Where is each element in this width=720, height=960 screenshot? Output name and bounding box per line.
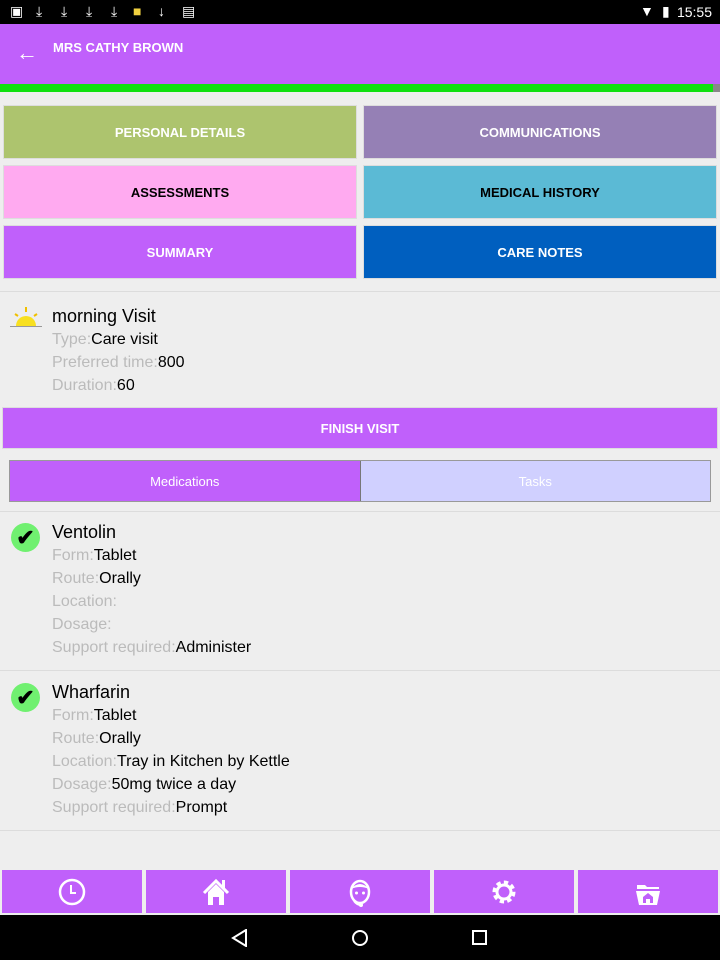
clipboard-icon: ▤ bbox=[182, 3, 196, 19]
progress-bar bbox=[0, 84, 720, 92]
download-icon: ⤓ bbox=[61, 3, 68, 19]
gear-nav-button[interactable] bbox=[434, 870, 574, 913]
medication-name: Ventolin bbox=[52, 522, 117, 542]
form-label: Form: bbox=[52, 707, 94, 724]
medication-item: Ventolin Form:Tablet Route:Orally Location:… bbox=[52, 520, 251, 659]
recents-nav-icon[interactable] bbox=[472, 930, 488, 946]
support-value: Prompt bbox=[175, 799, 228, 816]
system-nav-bar bbox=[0, 915, 720, 960]
app-bar: ← MRS CATHY BROWN bbox=[0, 24, 720, 84]
form-value: Tablet bbox=[93, 707, 137, 724]
support-label: Support required: bbox=[52, 799, 176, 816]
tab-medications[interactable]: Medications bbox=[10, 461, 361, 501]
route-value: Orally bbox=[99, 570, 141, 587]
location-value: Tray in Kitchen by Kettle bbox=[116, 753, 290, 770]
visit-details: morning Visit Type:Care visit Preferred … bbox=[52, 304, 185, 397]
assessments-button[interactable]: ASSESSMENTS bbox=[3, 165, 357, 219]
time-label: Preferred time: bbox=[52, 354, 158, 371]
back-arrow-icon[interactable]: ← bbox=[16, 40, 38, 65]
image-icon: ▣ bbox=[10, 3, 24, 19]
finish-visit-button[interactable]: FINISH VISIT bbox=[2, 407, 718, 449]
sunrise-icon bbox=[10, 306, 42, 333]
form-value: Tablet bbox=[93, 547, 137, 564]
support-agent-nav-button[interactable] bbox=[290, 870, 430, 913]
support-agent-icon bbox=[349, 879, 371, 907]
duration-label: Duration: bbox=[52, 377, 117, 394]
clock-time: 15:55 bbox=[676, 4, 712, 20]
gear-icon bbox=[492, 880, 516, 903]
medication-item: Wharfarin Form:Tablet Route:Orally Location… bbox=[52, 680, 290, 819]
page-title: MRS CATHY BROWN bbox=[53, 40, 184, 55]
home-icon bbox=[202, 878, 230, 905]
folder-icon: ■ bbox=[133, 3, 142, 19]
divider bbox=[0, 511, 720, 512]
visit-title: morning Visit bbox=[52, 306, 156, 326]
battery-icon: ▮ bbox=[662, 3, 670, 19]
dosage-label: Dosage: bbox=[52, 616, 112, 633]
care-notes-button[interactable]: CARE NOTES bbox=[363, 225, 717, 279]
route-label: Route: bbox=[52, 730, 100, 747]
progress-fill bbox=[0, 84, 713, 92]
back-nav-icon[interactable] bbox=[231, 929, 249, 947]
personal-details-button[interactable]: PERSONAL DETAILS bbox=[3, 105, 357, 159]
download-icon: ↓ bbox=[158, 3, 165, 19]
wifi-icon: ▼ bbox=[640, 3, 654, 19]
home-nav-button[interactable] bbox=[146, 870, 286, 913]
divider bbox=[0, 670, 720, 671]
download-icon: ⤓ bbox=[86, 3, 93, 19]
clock-nav-button[interactable] bbox=[2, 870, 142, 913]
form-label: Form: bbox=[52, 547, 94, 564]
summary-button[interactable]: SUMMARY bbox=[3, 225, 357, 279]
location-label: Location: bbox=[52, 753, 117, 770]
time-value: 800 bbox=[157, 354, 185, 371]
duration-value: 60 bbox=[116, 377, 135, 394]
type-value: Care visit bbox=[91, 331, 158, 348]
home-nav-icon[interactable] bbox=[351, 929, 369, 947]
dosage-label: Dosage: bbox=[52, 776, 112, 793]
status-bar: ▣ ⤓ ⤓ ⤓ ⤓ ■ ↓ ▤ ▼ ▮ 15:55 bbox=[0, 0, 720, 24]
tab-tasks[interactable]: Tasks bbox=[360, 461, 710, 501]
communications-button[interactable]: COMMUNICATIONS bbox=[363, 105, 717, 159]
divider bbox=[0, 830, 720, 831]
location-label: Location: bbox=[52, 593, 117, 610]
checkmark-icon: ✔ bbox=[11, 523, 40, 552]
support-value: Administer bbox=[175, 639, 252, 656]
download-icon: ⤓ bbox=[36, 3, 43, 19]
medical-history-button[interactable]: MEDICAL HISTORY bbox=[363, 165, 717, 219]
medication-name: Wharfarin bbox=[52, 682, 131, 702]
support-label: Support required: bbox=[52, 639, 176, 656]
checkmark-icon: ✔ bbox=[11, 683, 40, 712]
route-value: Orally bbox=[99, 730, 141, 747]
tab-bar: Medications Tasks bbox=[9, 460, 711, 502]
clock-icon bbox=[58, 878, 86, 905]
folder-home-icon bbox=[636, 884, 660, 905]
dosage-value: 50mg twice a day bbox=[111, 776, 237, 793]
type-label: Type: bbox=[52, 331, 92, 348]
route-label: Route: bbox=[52, 570, 100, 587]
download-icon: ⤓ bbox=[111, 3, 118, 19]
divider bbox=[0, 291, 720, 292]
folder-home-nav-button[interactable] bbox=[578, 870, 718, 913]
